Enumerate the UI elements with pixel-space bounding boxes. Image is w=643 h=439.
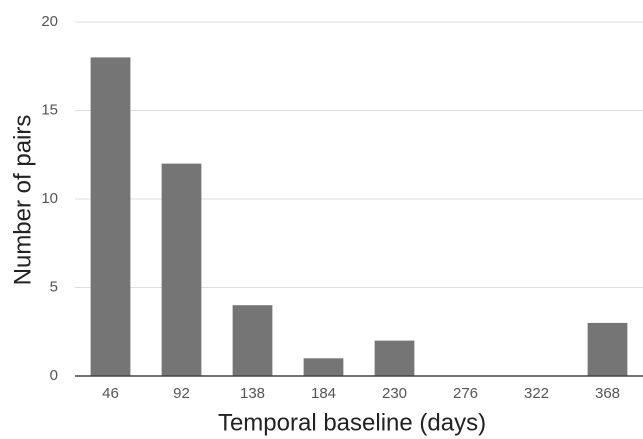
- x-tick-label: 92: [173, 385, 190, 402]
- x-tick-label: 368: [595, 385, 620, 402]
- y-tick-label: 10: [41, 190, 58, 207]
- y-tick-label: 0: [50, 367, 58, 384]
- bar: [587, 322, 628, 376]
- x-tick-label: 322: [524, 385, 549, 402]
- y-tick-label: 15: [41, 101, 58, 118]
- x-axis-label: Temporal baseline (days): [218, 409, 486, 436]
- x-tick-label: 138: [240, 385, 265, 402]
- y-axis-label: Number of pairs: [9, 115, 36, 286]
- y-tick-label: 20: [41, 13, 58, 30]
- bar: [161, 163, 202, 376]
- y-tick-label: 5: [50, 278, 58, 295]
- x-tick-label: 230: [382, 385, 407, 402]
- bar: [90, 57, 131, 377]
- bar: [303, 358, 344, 376]
- x-tick-label: 276: [453, 385, 478, 402]
- bar: [232, 305, 273, 376]
- bar: [374, 340, 415, 376]
- x-tick-label: 46: [102, 385, 119, 402]
- x-tick-label: 184: [311, 385, 336, 402]
